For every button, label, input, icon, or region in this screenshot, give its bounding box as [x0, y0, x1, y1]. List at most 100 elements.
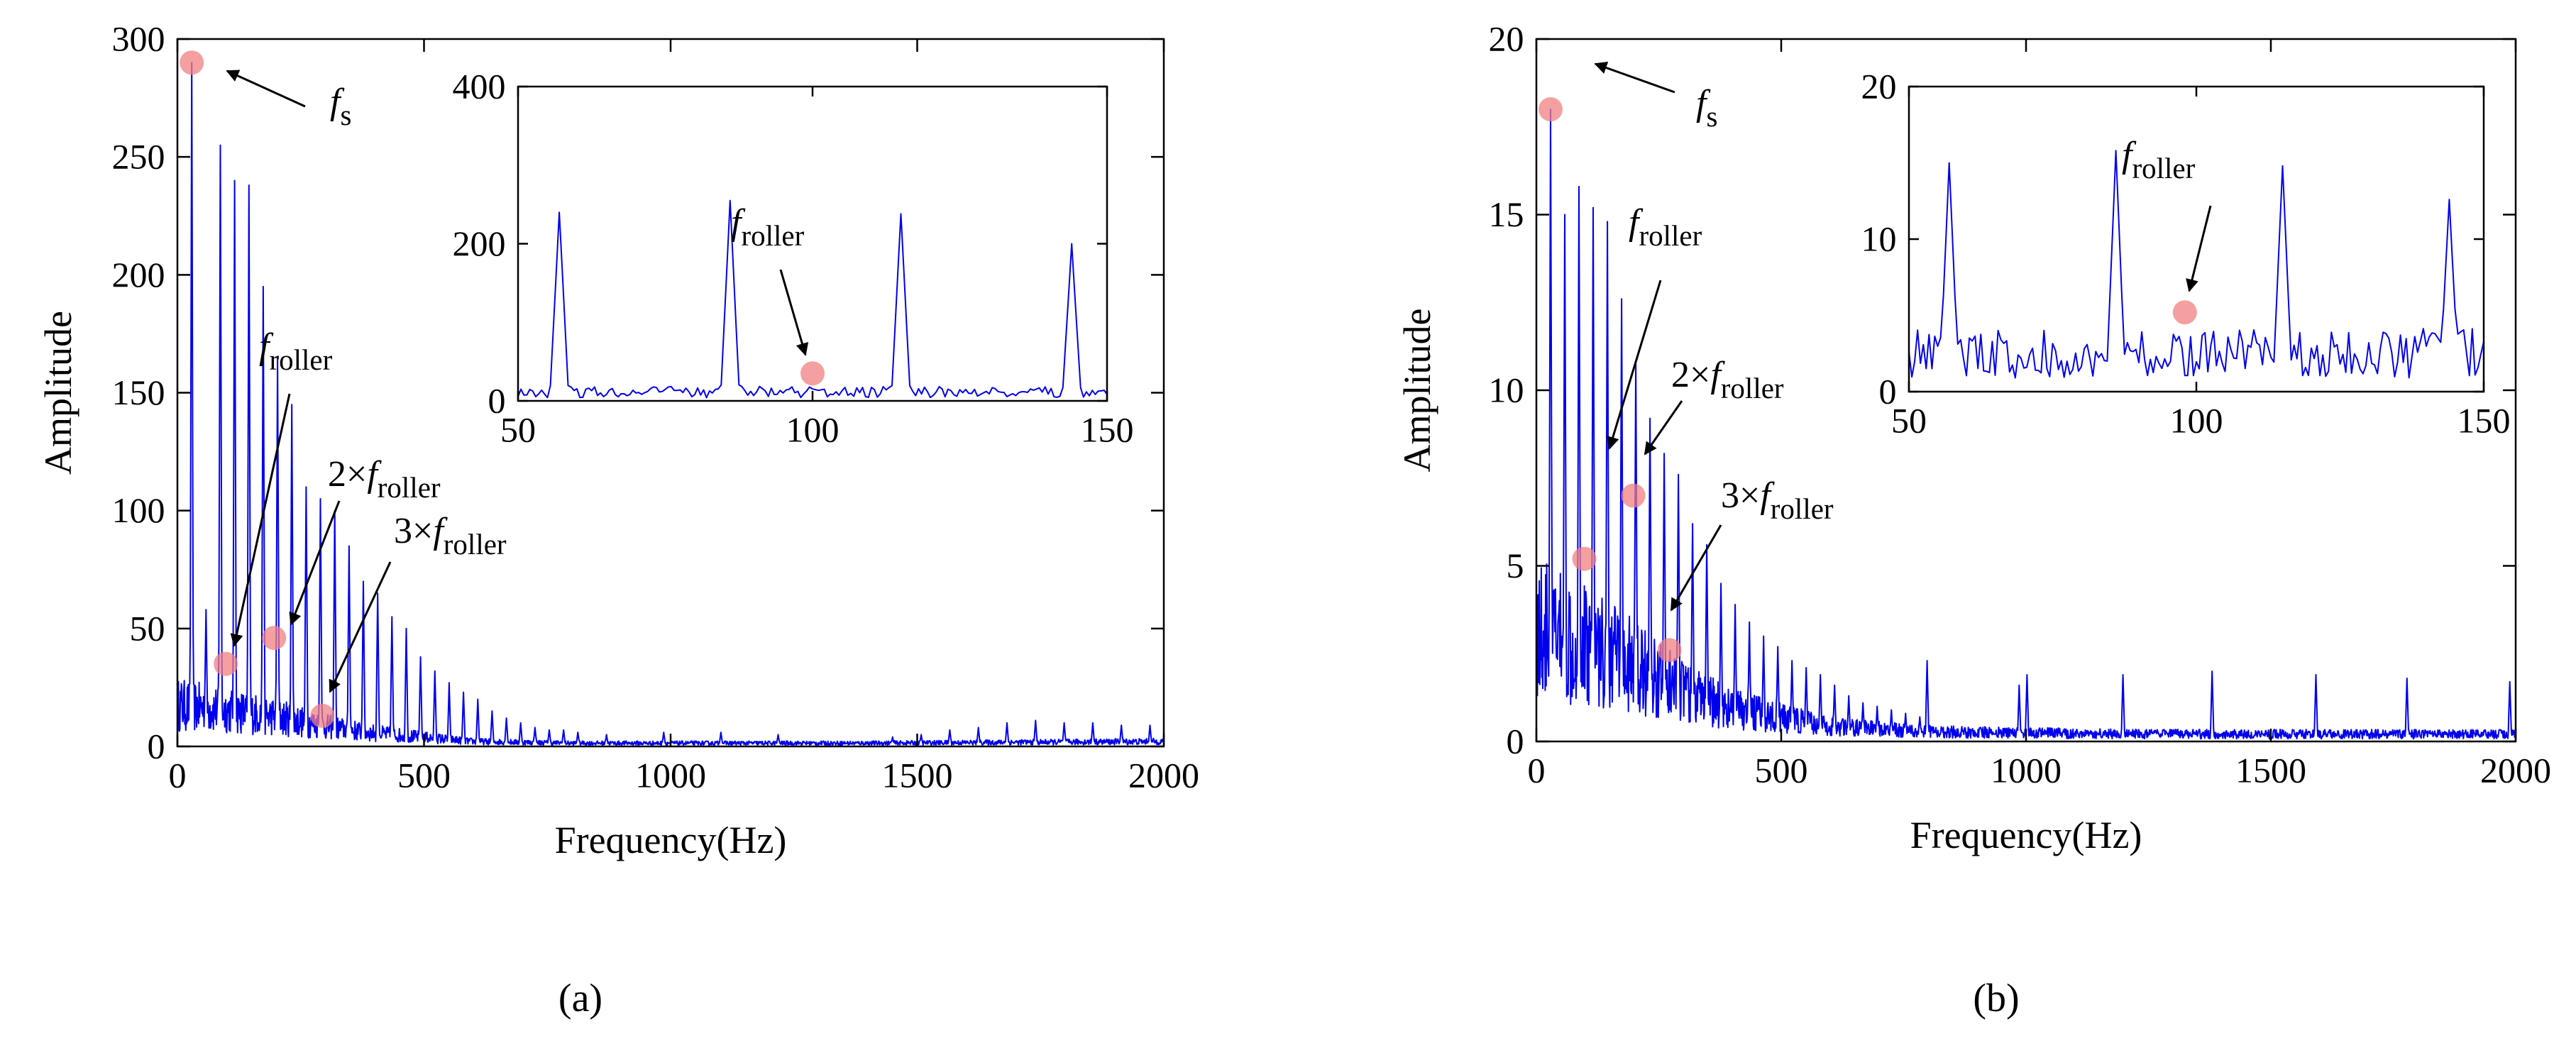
a-marker-3x_f_roller: [310, 703, 335, 728]
a-annotation-fr3: 3×froller: [394, 511, 507, 561]
a-arrow-fs: [226, 70, 306, 108]
b-inset-ytick-label-2: 20: [1861, 67, 1897, 106]
a-main-peak-41: [1150, 724, 1151, 726]
a-y-axis-label: Amplitude: [37, 311, 79, 475]
b-main-peak-7: [1649, 418, 1651, 419]
b-arrow-fr2: [1644, 400, 1683, 456]
b-inset-annotation: froller: [2122, 135, 2196, 184]
a-main-xtick-label-2: 1000: [635, 756, 706, 795]
a-inset-marker: [800, 361, 825, 386]
a-main-peak-15: [405, 628, 407, 629]
b-main-peak-8: [1663, 453, 1665, 454]
b-inset-annotation-subscript: roller: [2132, 152, 2195, 184]
b-annotation-fr: froller: [1629, 202, 1702, 252]
a-main-ytick-label-6: 300: [112, 19, 165, 59]
b-main-peak-4: [1607, 221, 1608, 222]
a-main-peak-17: [434, 670, 436, 672]
a-x-axis-label: Frequency(Hz): [555, 819, 787, 861]
a-inset-background: [518, 87, 1107, 401]
a-main-peak-39: [1092, 722, 1094, 724]
b-x-axis-label: Frequency(Hz): [1910, 814, 2142, 856]
b-main-peak-3: [1592, 207, 1594, 209]
a-main-ytick-label-0: 0: [148, 727, 165, 766]
a-main-peak-11: [348, 546, 350, 547]
a-main-ytick-label-5: 250: [112, 137, 165, 177]
a-annotation-fr-subscript: roller: [269, 343, 332, 376]
b-annotation-fr-subscript: roller: [1639, 219, 1702, 252]
a-annotation-fr2-subscript: roller: [378, 471, 441, 504]
b-main-peak-27: [1927, 660, 1928, 661]
b-inset-xtick-label-1: 100: [2170, 401, 2223, 441]
b-main-xtick-label-4: 2000: [2480, 751, 2551, 790]
b-main-peak-16: [1777, 646, 1778, 647]
a-main-xtick-label-1: 500: [397, 756, 451, 795]
b-annotation-fs-subscript: s: [1706, 100, 1717, 133]
a-main-peak-20: [477, 699, 478, 700]
b-arrow-fs: [1594, 61, 1675, 94]
b-main-peak-12: [1720, 583, 1722, 584]
a-inset-xtick-label-0: 50: [500, 410, 536, 450]
panel-label-a: (a): [558, 976, 602, 1020]
a-inset-annotation-subscript: roller: [741, 219, 804, 252]
b-main-peak-2: [1578, 186, 1580, 187]
b-main-peak-9: [1678, 474, 1679, 475]
b-main-peak-30: [2123, 674, 2124, 675]
b-inset-background: [1909, 87, 2484, 392]
b-inset-arrow: [2186, 205, 2212, 292]
a-main-peak-12: [363, 580, 364, 582]
b-main-peak-17: [1791, 660, 1793, 661]
a-main-peak-30: [720, 732, 722, 733]
a-inset-ytick-label-0: 0: [488, 381, 506, 421]
a-marker-2x_f_roller: [262, 626, 287, 651]
a-main-ytick-label-3: 150: [112, 372, 165, 412]
b-main-xtick-label-2: 1000: [1991, 751, 2062, 790]
a-main-peak-35: [978, 727, 979, 728]
a-main-peak-14: [391, 616, 392, 617]
a-main-peak-25: [549, 729, 550, 731]
a-main-peak-40: [1121, 724, 1122, 726]
b-inset-marker: [2172, 300, 2197, 325]
b-inset-ytick-label-1: 10: [1861, 219, 1897, 259]
b-main-peak-33: [2406, 678, 2408, 679]
b-main-peak-5: [1621, 298, 1622, 299]
b-main-peak-19: [1820, 674, 1821, 675]
b-annotation-fr3: 3×froller: [1721, 475, 1834, 525]
a-inset-peak-0: [558, 211, 560, 213]
a-main-peak-34: [949, 729, 950, 731]
a-main-peak-8: [305, 486, 307, 487]
a-main-peak-5: [263, 286, 264, 287]
a-main-peak-26: [563, 729, 564, 731]
a-arrow-fr2: [289, 500, 341, 626]
a-main-peak-33: [920, 734, 922, 735]
b-annotation-fr2-subscript: roller: [1721, 372, 1784, 404]
a-arrow-fr: [230, 393, 291, 647]
a-main-peak-3: [234, 180, 236, 181]
a-marker-f_roller: [214, 651, 238, 676]
b-main-peak-23: [1876, 706, 1878, 707]
a-main-peak-1: [205, 609, 207, 610]
b-main-peak-15: [1763, 636, 1764, 637]
a-inset-arrow: [779, 269, 809, 356]
a-main-peak-16: [420, 656, 422, 658]
b-marker-3x_f_roller: [1657, 638, 1682, 663]
b-marker-2x_f_roller: [1621, 483, 1646, 508]
b-main-ytick-label-4: 20: [1489, 19, 1524, 59]
b-marker-f_roller: [1572, 546, 1597, 571]
a-marker-fs: [180, 50, 204, 75]
b-main-peak-18: [1805, 667, 1807, 668]
a-inset-peak-1: [730, 200, 731, 202]
b-inset-peak-0: [1949, 162, 1950, 164]
a-inset-peak-3: [1071, 243, 1072, 245]
chart-a: 0 500 1000 1500 2000050100150200250300Freque…: [37, 19, 1199, 862]
b-annotation-fr2: 2×froller: [1671, 355, 1784, 404]
a-main-peak-4: [248, 184, 250, 186]
a-main-peak-37: [1035, 719, 1036, 721]
b-inset-ytick-label-0: 0: [1879, 372, 1897, 412]
b-main-spectrum-line: [1536, 109, 2516, 740]
a-main-peak-31: [778, 734, 779, 735]
a-annotation-fs-subscript: s: [340, 99, 351, 131]
b-main-peak-10: [1692, 523, 1693, 524]
b-main-peak-22: [1862, 702, 1864, 704]
a-annotation-fr3-subscript: roller: [444, 528, 507, 561]
panel-label-b: (b): [1973, 976, 2019, 1020]
